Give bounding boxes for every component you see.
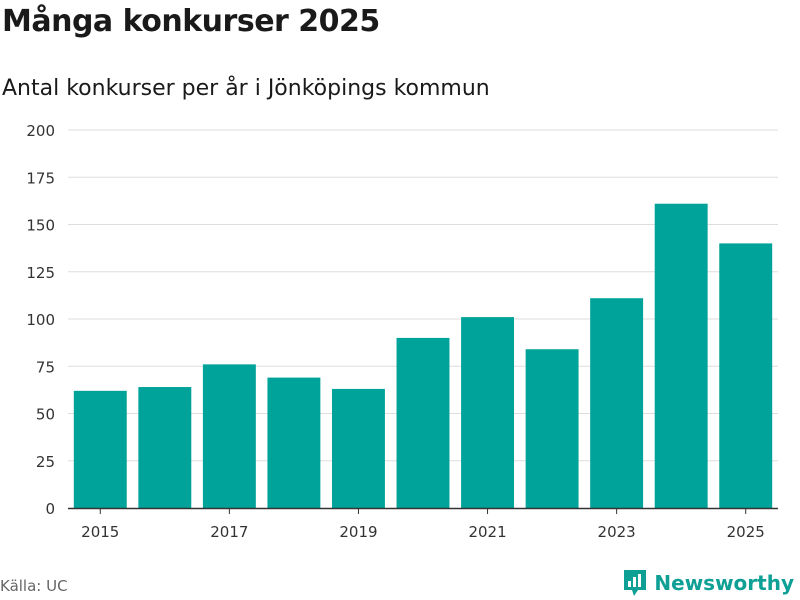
bar-2018	[267, 377, 321, 508]
x-tick-label: 2021	[468, 523, 506, 541]
y-tick-label: 25	[36, 453, 55, 471]
bar-2024	[654, 203, 708, 508]
x-tick-label: 2019	[339, 523, 377, 541]
x-tick-label: 2025	[727, 523, 765, 541]
brand-logo: Newsworthy	[622, 568, 794, 598]
bar-2019	[331, 388, 385, 508]
y-tick-label: 175	[26, 169, 55, 187]
chart-subtitle: Antal konkurser per år i Jönköpings komm…	[2, 76, 490, 101]
y-tick-label: 200	[26, 122, 55, 140]
bar-chart: 0 25 50 75 100 125 150 175 200 2015 2017 2019 2021 20…	[26, 122, 778, 541]
bar-2020	[396, 337, 450, 508]
chart-title: Många konkurser 2025	[2, 4, 380, 39]
bar-2022	[525, 349, 579, 508]
x-tick-label: 2015	[81, 523, 119, 541]
y-tick-label: 125	[26, 264, 55, 282]
bar-2017	[202, 364, 256, 508]
y-tick-label: 50	[36, 406, 55, 424]
y-tick-label: 75	[36, 358, 55, 376]
bar-2025	[719, 243, 773, 508]
bar-2021	[461, 317, 515, 508]
source-note: Källa: UC	[0, 577, 68, 595]
bar-2023	[590, 298, 644, 508]
newsworthy-logo-icon	[624, 570, 647, 596]
brand-name: Newsworthy	[654, 571, 794, 595]
bar-2015	[73, 390, 127, 508]
x-tick-label: 2017	[210, 523, 248, 541]
y-tick-label: 0	[45, 500, 55, 518]
bar-2016	[138, 387, 192, 508]
x-tick-label: 2023	[598, 523, 636, 541]
y-tick-label: 100	[26, 311, 55, 329]
y-tick-label: 150	[26, 217, 55, 235]
